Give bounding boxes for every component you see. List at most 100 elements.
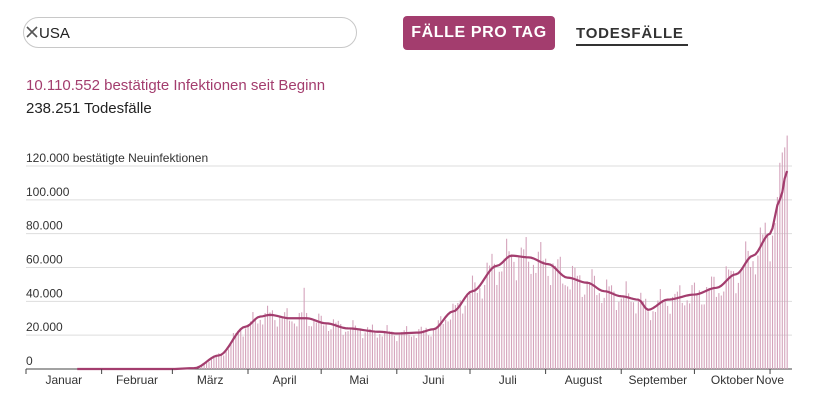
daily-bar <box>462 313 464 369</box>
daily-bar <box>752 261 754 369</box>
close-icon[interactable] <box>24 24 40 40</box>
daily-bar <box>569 289 571 369</box>
daily-bar <box>415 338 417 369</box>
daily-bar <box>406 326 408 369</box>
daily-bar <box>781 152 783 369</box>
daily-bar <box>318 313 320 369</box>
daily-bar <box>330 329 332 369</box>
daily-bar <box>747 250 749 369</box>
tab-daily-cases[interactable]: FÄLLE PRO TAG <box>403 16 555 50</box>
daily-bar <box>557 259 559 369</box>
daily-bar <box>413 335 415 369</box>
x-tick-label: Nove <box>756 373 784 387</box>
y-tick-label: 100.000 <box>26 185 70 199</box>
daily-bar <box>481 298 483 369</box>
daily-bar <box>650 320 652 369</box>
daily-bar <box>735 293 737 369</box>
daily-bar <box>435 328 437 369</box>
daily-bar <box>408 334 410 369</box>
x-tick-label: April <box>273 373 297 387</box>
daily-bar <box>201 364 203 369</box>
daily-bar <box>615 310 617 369</box>
daily-bar <box>662 300 664 369</box>
daily-bar <box>254 319 256 369</box>
search-input[interactable] <box>39 24 329 42</box>
daily-bar <box>479 288 481 369</box>
daily-bar <box>362 338 364 369</box>
daily-bar <box>689 303 691 369</box>
daily-bar <box>776 197 778 369</box>
daily-bar <box>269 312 271 369</box>
daily-bar <box>230 343 232 369</box>
daily-bar <box>447 321 449 369</box>
tab-deaths[interactable]: TODESFÄLLE <box>576 25 684 42</box>
daily-bar <box>754 274 757 369</box>
daily-bar <box>279 316 281 369</box>
daily-bar <box>652 311 654 369</box>
daily-bar <box>547 275 549 369</box>
daily-bar <box>381 336 383 369</box>
daily-bar <box>296 326 298 369</box>
daily-bar <box>730 270 732 369</box>
daily-bar <box>235 333 237 369</box>
daily-bar <box>708 287 710 369</box>
daily-bar <box>703 304 705 369</box>
daily-bar <box>501 271 503 369</box>
daily-bar <box>601 302 603 369</box>
daily-bar <box>332 319 334 369</box>
daily-bar <box>518 257 520 369</box>
daily-bar <box>613 291 615 369</box>
daily-bar <box>737 282 739 369</box>
daily-bar <box>271 310 273 369</box>
daily-bar <box>227 349 230 369</box>
daily-bar <box>286 308 288 369</box>
daily-bar <box>484 284 486 369</box>
daily-bar <box>586 281 588 369</box>
daily-bar <box>293 323 295 369</box>
daily-bars <box>174 135 788 369</box>
daily-bar <box>562 283 564 369</box>
daily-bar <box>398 333 400 369</box>
daily-bar <box>723 291 725 369</box>
daily-bar <box>632 302 635 369</box>
daily-bar <box>532 264 535 369</box>
daily-bar <box>596 295 598 369</box>
x-tick-label: Juni <box>422 373 444 387</box>
daily-bar <box>757 255 759 369</box>
daily-bar <box>711 276 713 369</box>
deaths-total: 238.251 Todesfälle <box>26 100 152 117</box>
daily-bar <box>686 300 688 369</box>
x-tick-label: Oktober <box>711 373 754 387</box>
daily-bar <box>337 320 339 369</box>
daily-bar <box>540 242 542 369</box>
daily-bar <box>349 329 352 369</box>
daily-bar <box>437 320 439 369</box>
y-tick-label: 0 <box>26 354 33 368</box>
daily-bar <box>310 326 313 369</box>
daily-bar <box>308 325 310 369</box>
average-line <box>77 170 789 371</box>
daily-bar <box>728 269 730 369</box>
daily-bar <box>664 299 666 369</box>
daily-bar <box>386 325 388 369</box>
daily-bar <box>388 331 391 369</box>
daily-bar <box>257 323 259 369</box>
daily-bar <box>303 287 305 369</box>
daily-bar <box>206 361 208 369</box>
daily-bar <box>659 289 661 369</box>
daily-bar <box>323 325 325 369</box>
country-search[interactable] <box>23 17 357 48</box>
daily-bar <box>225 351 227 369</box>
daily-bar <box>281 317 283 369</box>
daily-bar <box>769 261 771 369</box>
daily-bar <box>696 293 698 369</box>
daily-bar <box>213 355 215 369</box>
daily-bar <box>423 330 425 369</box>
daily-bar <box>301 312 303 369</box>
daily-bar <box>598 293 600 369</box>
daily-bar <box>315 322 317 369</box>
daily-bar <box>418 329 420 369</box>
x-tick-label: Juli <box>499 373 517 387</box>
daily-bar <box>459 300 461 369</box>
